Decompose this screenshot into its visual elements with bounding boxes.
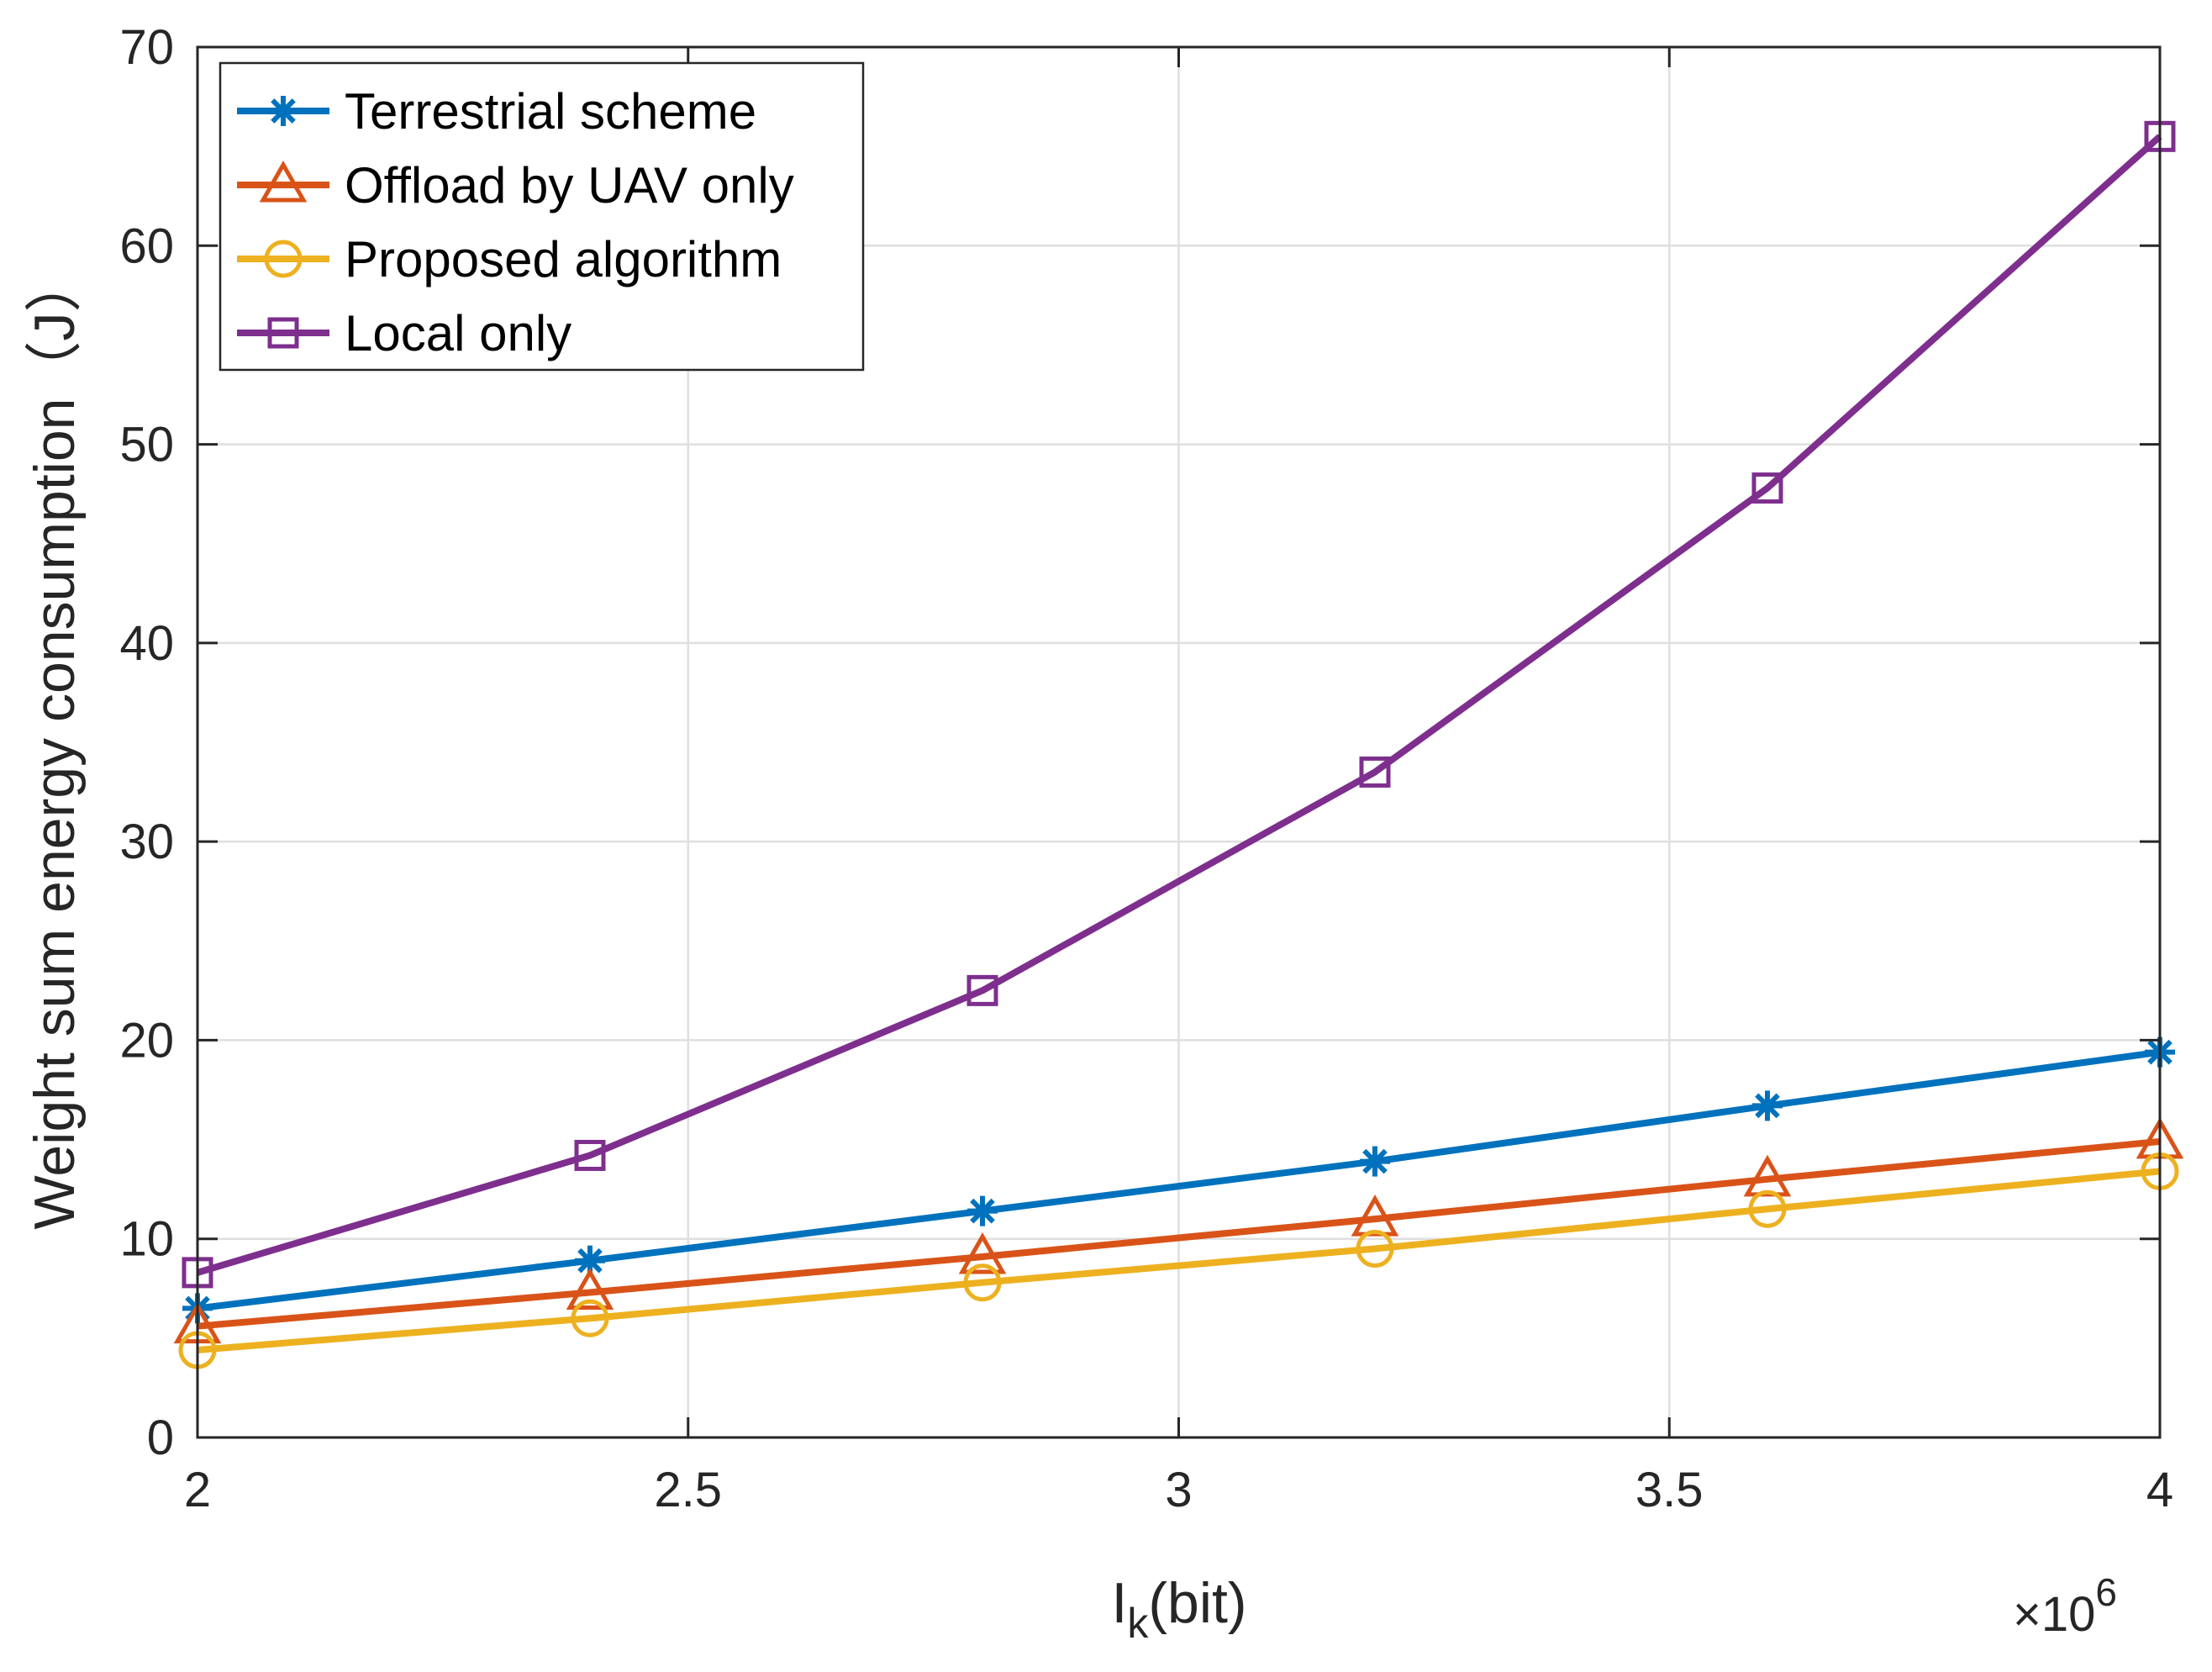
data-point (1751, 472, 1783, 504)
data-point (574, 1139, 606, 1171)
data-point (1743, 1154, 1792, 1197)
legend-label: Offload by UAV only (345, 157, 794, 214)
legend-item: Offload by UAV only (237, 157, 794, 214)
asterisk-stroke (970, 1198, 995, 1224)
legend-marker (259, 160, 308, 203)
y-tick-label: 0 (147, 1411, 174, 1465)
data-point (1356, 1230, 1394, 1269)
series-line (196, 134, 2162, 1276)
data-point (1752, 1090, 1783, 1121)
legend-marker (268, 96, 298, 126)
x-tick-label: 2 (184, 1463, 211, 1517)
data-point (963, 1263, 1002, 1302)
y-tick-label: 70 (119, 20, 174, 75)
data-point (571, 1299, 609, 1337)
x-axis-exponent-power: 6 (2095, 1570, 2117, 1614)
data-point (1351, 1195, 1399, 1237)
legend-marker (264, 240, 303, 278)
x-axis-title-unit: (bit) (1148, 1571, 1246, 1635)
x-tick-label: 3.5 (1635, 1463, 1704, 1517)
legend-item: Local only (237, 305, 571, 361)
grid-lines (198, 47, 2160, 1437)
x-axis-title-main: I (1111, 1571, 1127, 1635)
series-line (197, 1137, 2161, 1330)
data-point (1360, 1146, 1390, 1177)
asterisk-stroke (1755, 1093, 1780, 1119)
y-tick-label: 60 (119, 219, 174, 273)
legend-label: Terrestrial scheme (345, 83, 756, 140)
x-axis-title-subscript: k (1127, 1600, 1149, 1647)
asterisk-stroke (271, 98, 296, 124)
x-tick-label: 3 (1165, 1463, 1192, 1517)
legend-label: Proposed algorithm (345, 231, 782, 287)
y-tick-label: 40 (119, 616, 174, 671)
legend-marker (267, 317, 299, 349)
x-axis-title: Ik(bit) (1111, 1571, 1246, 1647)
legend-item: Proposed algorithm (237, 231, 782, 287)
data-point (566, 1268, 614, 1311)
asterisk-stroke (577, 1247, 603, 1274)
legend: Terrestrial scheme Offload by UAV only Pro… (219, 61, 865, 372)
data-point (1748, 1189, 1787, 1228)
series-triangle (173, 1116, 2184, 1344)
data-point (958, 1232, 1007, 1274)
x-tick-label: 4 (2146, 1463, 2173, 1517)
y-tick-label: 50 (119, 418, 174, 472)
x-axis-exponent-base: ×10 (2013, 1587, 2095, 1642)
y-tick-label: 10 (119, 1212, 174, 1267)
y-tick-label: 30 (119, 815, 174, 869)
data-point (967, 1195, 998, 1226)
x-axis-exponent: ×106 (2013, 1570, 2117, 1642)
y-axis-title: Weight sum energy consumption（J） (23, 255, 87, 1229)
legend-item: Terrestrial scheme (237, 83, 756, 140)
series-line (197, 1168, 2161, 1354)
data-point (966, 974, 998, 1006)
x-tick-label: 2.5 (654, 1463, 722, 1517)
data-point (1359, 756, 1391, 788)
asterisk-stroke (1362, 1148, 1388, 1174)
series-line (197, 1048, 2161, 1312)
y-tick-label: 20 (119, 1013, 174, 1068)
legend-label: Local only (345, 305, 571, 361)
